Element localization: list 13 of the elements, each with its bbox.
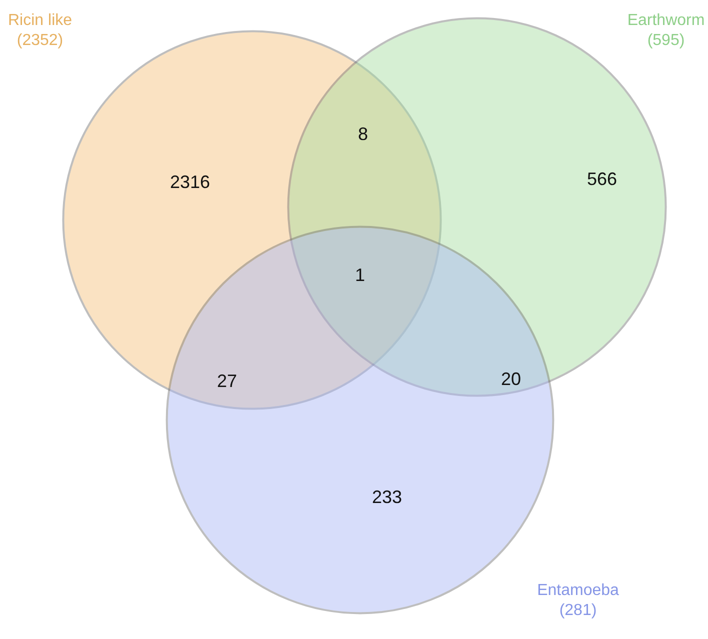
text: 2316 (170, 172, 210, 192)
category-label: Ricin like (8, 12, 72, 29)
category-label: Earthworm (627, 12, 705, 29)
text: 8 (358, 124, 368, 144)
data-label: (281) (559, 602, 597, 619)
text: 233 (372, 487, 402, 507)
text: 27 (216, 371, 238, 391)
text: 1 (354, 265, 366, 285)
text: 20 (500, 369, 522, 389)
text: 566 (586, 169, 618, 189)
category-label: Entamoeba (537, 582, 620, 599)
data-label: (595) (647, 32, 685, 49)
data-label: (2352) (16, 32, 64, 49)
